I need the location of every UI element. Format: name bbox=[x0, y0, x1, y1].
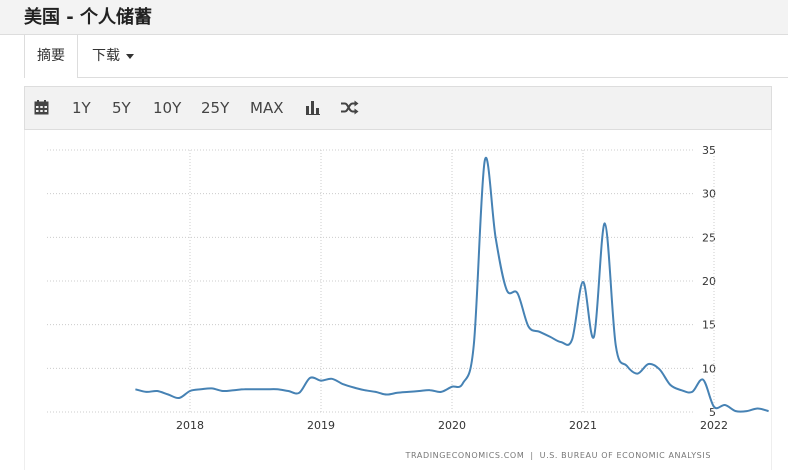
tab-summary[interactable]: 摘要 bbox=[24, 35, 78, 78]
shuffle-icon[interactable] bbox=[341, 87, 359, 129]
range-25y-button[interactable]: 25Y bbox=[201, 99, 230, 117]
tabs-row: 摘要 下载 bbox=[24, 35, 788, 78]
y-tick-label: 5 bbox=[709, 406, 716, 419]
range-10y-button[interactable]: 10Y bbox=[153, 99, 182, 117]
source-attribution: TRADINGECONOMICS.COM | U.S. BUREAU OF ECON… bbox=[405, 451, 711, 460]
chart-toolbar: 1Y 5Y 10Y 25Y MAX bbox=[24, 86, 772, 130]
line-chart: 5 10 15 20 25 30 35 2018 2019 2020 2021 2022 TRADING… bbox=[47, 144, 769, 460]
y-tick-label: 20 bbox=[702, 275, 716, 288]
y-tick-label: 35 bbox=[702, 144, 716, 157]
x-tick-label: 2022 bbox=[700, 419, 728, 432]
source-right: U.S. BUREAU OF ECONOMIC ANALYSIS bbox=[540, 451, 711, 460]
chart-panel: 5 10 15 20 25 30 35 2018 2019 2020 2021 2022 TRADING… bbox=[24, 130, 772, 470]
x-tick-label: 2020 bbox=[438, 419, 466, 432]
page-title: 美国 - 个人储蓄 bbox=[24, 7, 153, 28]
header-bar: 美国 - 个人储蓄 bbox=[0, 0, 788, 35]
range-1y-button[interactable]: 1Y bbox=[72, 99, 91, 117]
range-5y-button[interactable]: 5Y bbox=[112, 99, 131, 117]
calendar-icon[interactable] bbox=[34, 87, 49, 129]
x-tick-label: 2018 bbox=[176, 419, 204, 432]
y-tick-label: 30 bbox=[702, 188, 716, 201]
y-tick-label: 10 bbox=[702, 362, 716, 375]
y-tick-label: 25 bbox=[702, 231, 716, 244]
tab-download-label: 下载 bbox=[92, 48, 120, 64]
range-max-button[interactable]: MAX bbox=[250, 99, 284, 117]
tab-download[interactable]: 下载 bbox=[92, 35, 134, 78]
y-tick-label: 15 bbox=[702, 319, 716, 332]
caret-down-icon bbox=[126, 53, 134, 59]
source-left: TRADINGECONOMICS.COM bbox=[405, 451, 525, 460]
x-tick-label: 2019 bbox=[307, 419, 335, 432]
x-tick-label: 2021 bbox=[569, 419, 597, 432]
source-separator: | bbox=[530, 451, 533, 460]
series-line-0 bbox=[135, 156, 769, 413]
bar-chart-icon[interactable] bbox=[306, 87, 320, 129]
